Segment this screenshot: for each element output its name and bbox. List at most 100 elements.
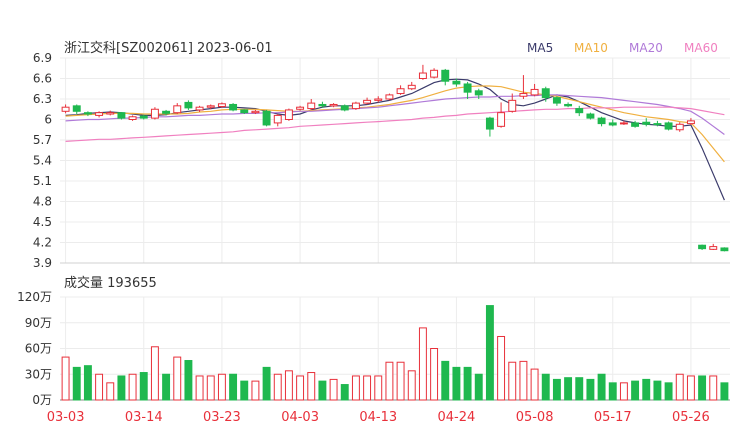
candle (329, 103, 338, 108)
volume-bar (385, 361, 394, 401)
volume-bar (686, 375, 695, 401)
legend-ma60: MA60 (684, 41, 718, 55)
price-tick-label: 5.7 (33, 133, 52, 147)
volume-title: 成交量 193655 (64, 275, 157, 291)
candle-body (262, 110, 271, 126)
candle (541, 86, 550, 102)
candle (307, 99, 316, 110)
candle (552, 96, 561, 106)
candle (229, 103, 238, 112)
candle-body (608, 122, 617, 126)
candle-body (485, 117, 494, 130)
date-tick-label: 03-14 (125, 410, 163, 425)
price-tick-label: 3.9 (33, 256, 52, 270)
legend-ma10: MA10 (574, 41, 608, 55)
volume-bar (173, 356, 182, 401)
candle (251, 109, 260, 115)
volume-bar (273, 373, 282, 401)
candlesticks (61, 64, 729, 252)
candle-body (184, 101, 193, 109)
candle-body (720, 247, 729, 252)
candle (173, 103, 182, 115)
volume-bar (508, 361, 517, 401)
volume-bar (441, 360, 450, 401)
volume-bar (61, 356, 70, 401)
price-tick-label: 5.1 (33, 174, 52, 188)
candle-body (162, 110, 171, 114)
candle-body (508, 99, 517, 112)
candle (586, 112, 595, 120)
candle (463, 81, 472, 99)
candle (653, 120, 662, 127)
candle (106, 110, 115, 116)
ma-line-ma10 (65, 85, 725, 163)
volume-bar (430, 348, 439, 401)
candle-body (195, 106, 204, 111)
volume-bar (664, 382, 673, 401)
volume-bar (698, 375, 707, 401)
volume-bar (642, 378, 651, 401)
candle (61, 104, 70, 114)
volume-bar (452, 366, 461, 401)
candle-body (564, 103, 573, 107)
volume-bar (418, 327, 427, 401)
candle-body (497, 112, 506, 127)
volume-bar (541, 373, 550, 401)
ma-line-ma20 (65, 94, 725, 135)
volume-bar (653, 380, 662, 401)
gridlines (60, 57, 730, 401)
candle (351, 101, 360, 110)
date-tick-label: 05-08 (516, 410, 554, 425)
candle (374, 96, 383, 103)
candle (240, 109, 249, 115)
candle (128, 115, 137, 121)
volume-bar (351, 375, 360, 401)
candle-body (117, 112, 126, 119)
candle (340, 104, 349, 112)
candle (631, 120, 640, 128)
candle-body (229, 103, 238, 111)
volume-bar (631, 380, 640, 401)
volume-bar (575, 377, 584, 401)
candle (262, 109, 271, 127)
candle-body (307, 102, 316, 110)
candle-body (150, 108, 159, 119)
volume-bar (675, 373, 684, 401)
candle (619, 120, 628, 125)
volume-bar (552, 378, 561, 401)
price-tick-label: 5.4 (33, 154, 52, 168)
legend-ma5: MA5 (527, 41, 553, 55)
volume-bar (519, 360, 528, 401)
volume-bar (474, 373, 483, 401)
candle (363, 97, 372, 105)
candle-body (418, 72, 427, 79)
volume-bar (307, 372, 316, 401)
volume-bar (240, 380, 249, 401)
price-tick-label: 6.6 (33, 72, 52, 86)
candle-body (273, 114, 282, 124)
price-tick-label: 6.3 (33, 92, 52, 106)
volume-bar (95, 373, 104, 401)
candle-body (441, 69, 450, 82)
volume-bars (61, 305, 729, 401)
candle-body (698, 244, 707, 250)
candle-body (653, 123, 662, 126)
candle-body (128, 116, 137, 121)
candle-body (374, 98, 383, 101)
candle (709, 243, 718, 251)
kline-title: 浙江交科[SZ002061] 2023-06-01 (64, 40, 273, 56)
volume-bar (117, 375, 126, 401)
volume-tick-label: 60万 (25, 342, 52, 356)
candle-body (396, 88, 405, 95)
volume-bar (229, 373, 238, 401)
date-tick-label: 03-23 (203, 410, 241, 425)
price-tick-label: 6.9 (33, 51, 52, 65)
volume-bar (374, 375, 383, 401)
volume-bar (284, 370, 293, 401)
volume-bar (407, 370, 416, 401)
candle (407, 81, 416, 91)
candle-body (329, 103, 338, 107)
candle-body (664, 122, 673, 130)
volume-axis: 120万 90万 60万 30万 0万 (17, 290, 52, 407)
candle (396, 85, 405, 95)
